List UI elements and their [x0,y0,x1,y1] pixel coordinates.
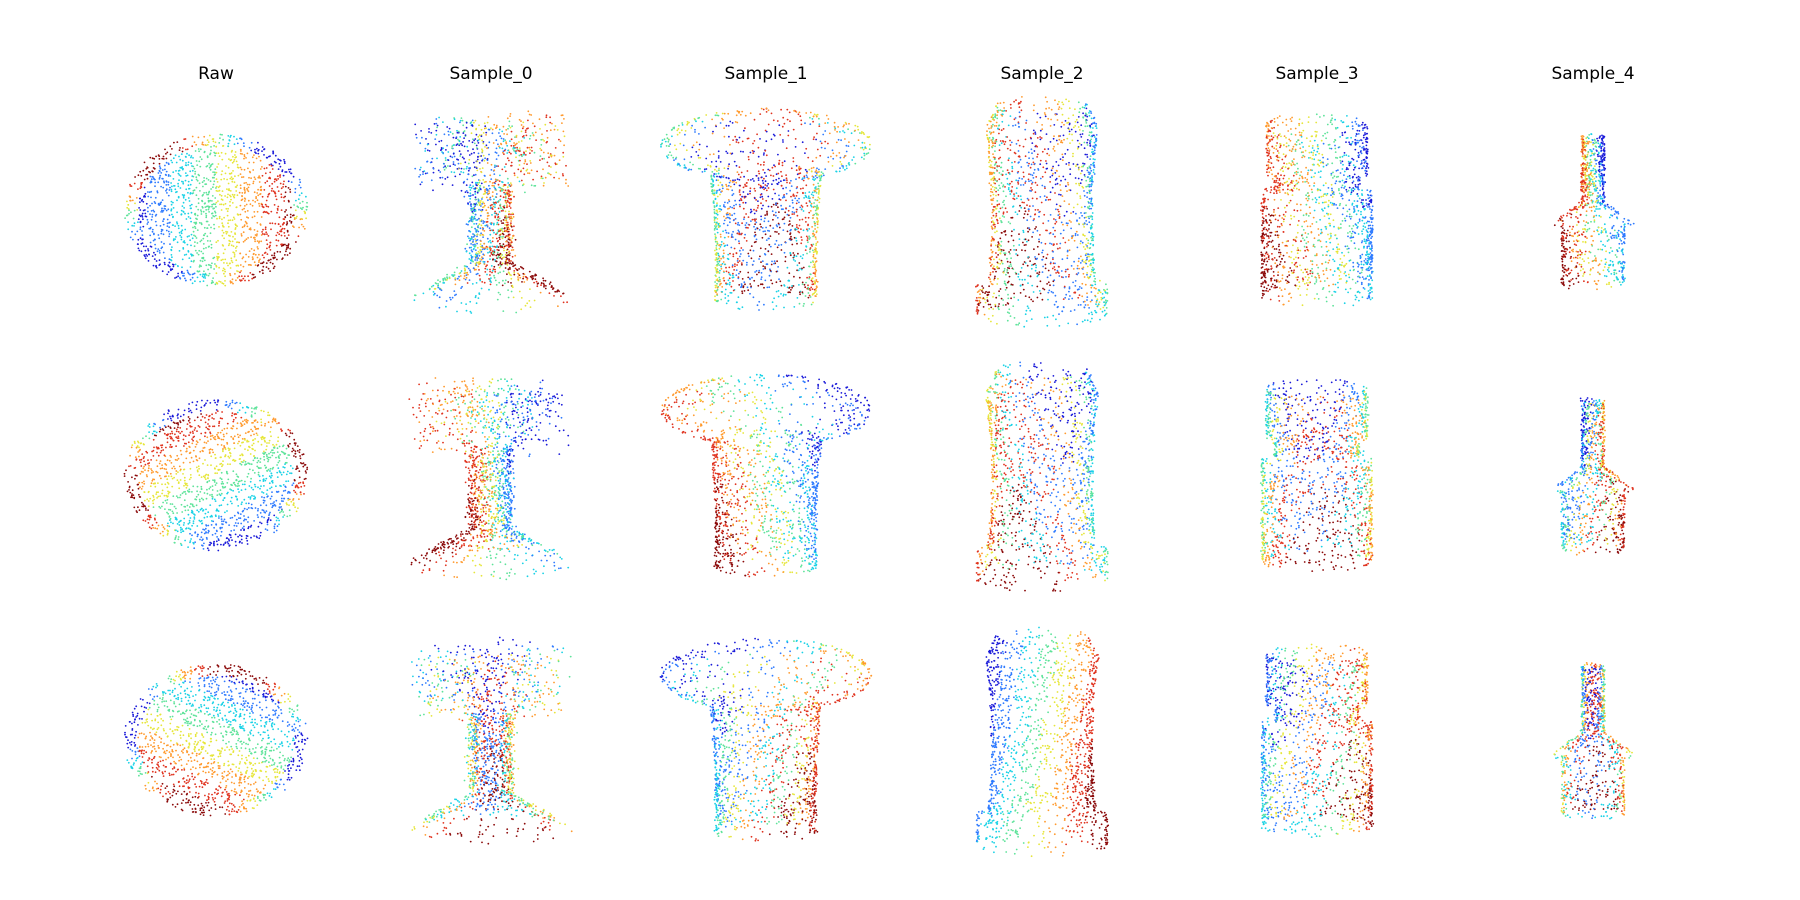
point-cloud-sphere-row-2 [124,664,309,817]
point-cloud-cork-jar-row-0 [1260,113,1374,307]
point-cloud-noisy-vase-row-0 [413,110,570,314]
column-title-sample-4: Sample_4 [1551,64,1634,84]
column-title-sample-0: Sample_0 [449,64,532,84]
point-cloud-cork-jar-row-2 [1260,643,1375,838]
point-cloud-mushroom-cup-row-1 [660,373,871,578]
point-cloud-tall-vase-row-1 [975,361,1109,592]
point-cloud-noisy-vase-row-1 [408,377,570,581]
point-cloud-cork-jar-row-1 [1259,379,1375,572]
column-title-sample-3: Sample_3 [1275,64,1358,84]
point-cloud-bottle-row-1 [1556,397,1634,556]
point-cloud-tall-vase-row-0 [975,96,1109,328]
point-cloud-mushroom-cup-row-0 [660,107,871,311]
column-title-raw: Raw [198,64,234,84]
point-cloud-bottle-row-0 [1553,133,1635,291]
point-cloud-tall-vase-row-2 [975,626,1110,858]
point-cloud-bottle-row-2 [1553,662,1633,820]
point-cloud-mushroom-cup-row-2 [659,637,873,842]
point-cloud-noisy-vase-row-2 [411,636,573,845]
column-title-sample-1: Sample_1 [724,64,807,84]
column-title-sample-2: Sample_2 [1000,64,1083,84]
point-cloud-sphere-row-1 [123,399,309,552]
point-cloud-sphere-row-0 [124,133,309,287]
